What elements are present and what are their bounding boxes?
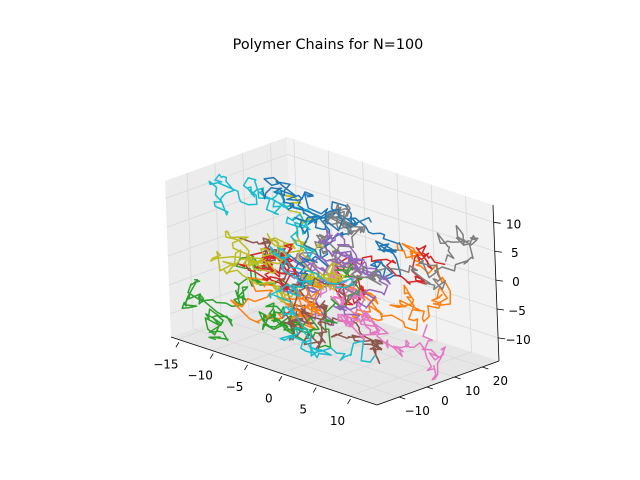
y-tick-label: 10: [465, 384, 480, 398]
x-grid-back: [396, 173, 404, 330]
x-tick-label: −10: [188, 369, 213, 383]
y-tick: [426, 386, 434, 390]
polymer-chain-15: [311, 228, 391, 326]
z-tick-label: 5: [511, 246, 519, 260]
z-tick: [498, 337, 506, 340]
tick-labels: −15 −10 −5 0 5 10 −10 0 10 20 −10 −5 0 5 10: [153, 217, 531, 428]
x-axis-line: [170, 336, 378, 406]
x-tick-label: 0: [265, 391, 273, 405]
y-axis-line: [376, 360, 500, 406]
z-tick: [496, 308, 505, 311]
x-tick-label: 10: [330, 414, 345, 428]
axis-lines: [170, 204, 506, 406]
y-tick: [482, 366, 489, 370]
polymer-chain-20: [268, 245, 376, 363]
y-tick-label: 20: [493, 374, 508, 388]
z-grid-left: [165, 153, 288, 199]
z-tick: [493, 221, 501, 224]
x-tick: [209, 353, 214, 359]
z-tick-label: −5: [508, 304, 526, 318]
x-grid-floor: [349, 351, 472, 397]
x-tick: [312, 387, 317, 393]
chart-title: Polymer Chains for N=100: [233, 37, 424, 53]
x-tick-label: −15: [153, 357, 178, 371]
z-tick-label: 10: [506, 217, 521, 231]
polymer-chain-11: [261, 176, 344, 290]
x-grid-back: [362, 161, 369, 318]
z-tick: [495, 279, 503, 282]
z-grid-back: [288, 182, 495, 252]
y-tick: [399, 396, 406, 400]
y-grid-left: [186, 172, 194, 330]
x-grid-floor: [280, 328, 404, 374]
z-tick: [494, 250, 502, 253]
z-tick-label: 0: [512, 275, 520, 289]
polymer-chain-6: [237, 236, 328, 326]
x-tick: [278, 376, 283, 382]
z-grid-back: [287, 153, 494, 223]
polymer-chain-17: [337, 303, 447, 381]
z-tick-label: −10: [505, 333, 530, 347]
x-grid-floor: [177, 294, 301, 340]
x-grid-floor: [246, 317, 369, 363]
z-axis-line: [492, 204, 500, 362]
y-tick: [454, 376, 461, 380]
polymer-chain-18: [344, 224, 479, 298]
polymer-chain-2: [336, 242, 452, 331]
x-tick-label: 5: [299, 403, 307, 417]
x-grid-floor: [315, 340, 438, 385]
y-tick-label: 0: [441, 394, 449, 408]
y-tick-label: −10: [405, 404, 430, 418]
polymer-chain-13: [258, 252, 365, 349]
x-tick: [244, 364, 248, 371]
x-tick: [175, 342, 180, 348]
y-grid-left: [242, 152, 250, 310]
polymer-chain-5: [278, 252, 335, 326]
x-tick-label: −5: [226, 380, 244, 394]
polymer-chains: [181, 173, 479, 381]
y-grid-floor: [220, 318, 428, 388]
polymer-chain-16: [281, 277, 385, 365]
y-grid-floor: [248, 308, 455, 378]
polymer-chain-19: [209, 230, 304, 304]
x-grid-back: [465, 195, 472, 352]
x-tick: [347, 398, 351, 405]
